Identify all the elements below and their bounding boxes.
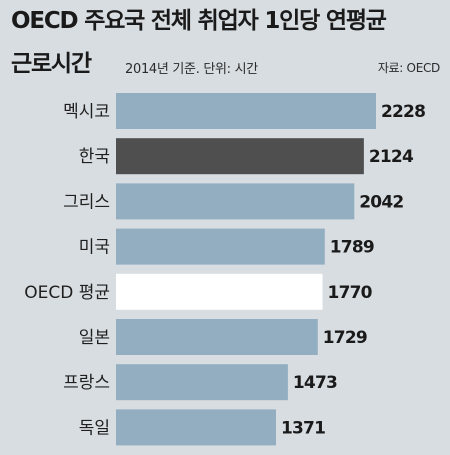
bar-1 [116, 138, 364, 175]
chart-title-line2: 근로시간 [11, 51, 92, 77]
value-label: 1729 [323, 328, 367, 348]
category-label: 독일 [79, 418, 110, 438]
value-label: 1371 [281, 418, 325, 438]
value-label: 1770 [328, 283, 373, 303]
category-label: 일본 [79, 328, 110, 348]
bar-6 [116, 364, 288, 401]
value-label: 2042 [359, 192, 403, 212]
bar-2 [116, 183, 355, 220]
category-label: 그리스 [63, 192, 110, 212]
bar-4 [116, 273, 323, 310]
chart-subtitle: 2014년 기준. 단위: 시간 [125, 62, 258, 77]
value-label: 2228 [381, 102, 425, 122]
chart-source: 자료: OECD [377, 61, 440, 75]
category-label: 프랑스 [63, 373, 110, 393]
value-label: 1789 [330, 238, 374, 258]
category-label: 멕시코 [63, 102, 110, 122]
chart-title: OECD 주요국 전체 취업자 1인당 연평균 [11, 8, 387, 34]
bar-7 [116, 409, 276, 446]
bar-5 [116, 319, 318, 355]
value-label: 2124 [369, 147, 414, 167]
bar-0 [116, 93, 376, 129]
category-label: 미국 [79, 238, 110, 258]
category-label: OECD 평균 [24, 283, 110, 303]
category-label: 한국 [79, 147, 110, 167]
bar-3 [116, 228, 325, 265]
value-label: 1473 [293, 373, 337, 393]
